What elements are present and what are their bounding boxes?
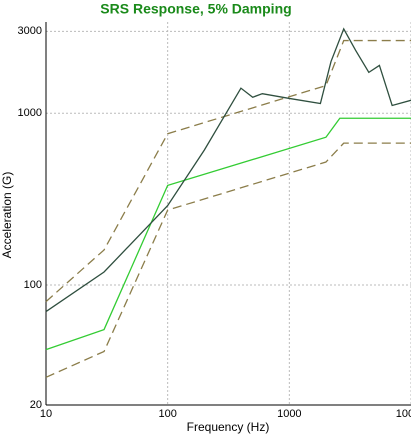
x-tick-label: 10000 bbox=[396, 408, 411, 420]
y-axis-label: Acceleration (G) bbox=[0, 172, 14, 259]
y-tick-label: 1000 bbox=[18, 107, 42, 119]
x-tick-label: 1000 bbox=[277, 408, 301, 420]
series-line bbox=[45, 39, 411, 303]
y-tick-label: 20 bbox=[30, 399, 42, 411]
series-line bbox=[45, 27, 411, 313]
series-line bbox=[45, 117, 411, 351]
x-tick-label: 10 bbox=[40, 408, 52, 420]
x-axis-label: Frequency (Hz) bbox=[187, 420, 270, 434]
x-tick-label: 100 bbox=[158, 408, 176, 420]
y-tick-label: 100 bbox=[24, 279, 42, 291]
chart-title: SRS Response, 5% Damping bbox=[100, 1, 291, 17]
y-tick-label: 3000 bbox=[18, 25, 42, 37]
series-line bbox=[45, 142, 411, 378]
